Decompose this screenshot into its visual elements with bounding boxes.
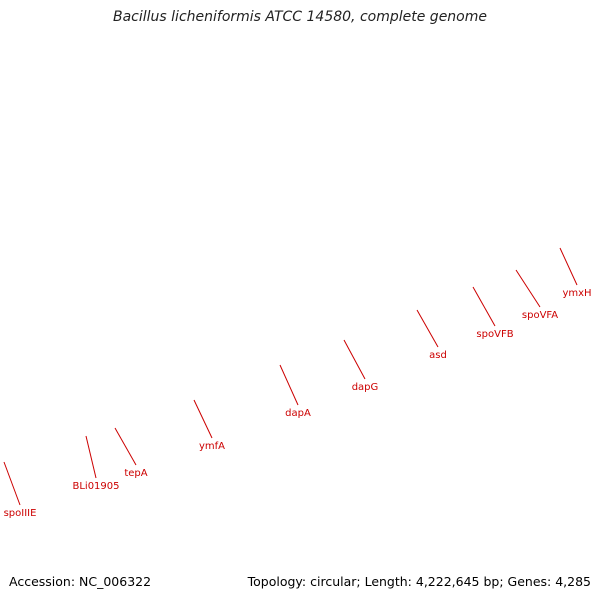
gene-leader-line (343, 339, 366, 380)
gene-label-spoiiie[interactable]: spoIIIE (4, 508, 37, 519)
gene-leader-line (3, 461, 21, 506)
gene-leader-line (114, 427, 137, 466)
gene-label-tepa[interactable]: tepA (124, 468, 147, 479)
gene-leader-line (193, 399, 213, 439)
gene-labels: ymxH spoVFA spoVFB asd dapG dapA ymfA tepA BLi01… (3, 247, 592, 519)
topology-text: Topology: circular; Length: 4,222,645 bp… (247, 574, 591, 589)
gene-label-ymfa[interactable]: ymfA (199, 441, 225, 452)
gene-label-dapa[interactable]: dapA (285, 408, 311, 419)
gene-label-ymxh[interactable]: ymxH (562, 288, 591, 299)
gene-label-dapg[interactable]: dapG (352, 382, 379, 393)
gene-label-spovfa[interactable]: spoVFA (522, 310, 558, 321)
gene-leader-line (416, 309, 439, 348)
gene-label-spovfb[interactable]: spoVFB (476, 329, 513, 340)
gene-leader-line (85, 435, 97, 479)
gene-leader-line (279, 364, 299, 406)
map-title: Bacillus licheniformis ATCC 14580, compl… (113, 9, 487, 25)
gene-label-asd[interactable]: asd (429, 350, 447, 361)
gene-label-bli01905[interactable]: BLi01905 (72, 481, 119, 492)
gene-leader-line (515, 269, 541, 308)
gene-leader-line (472, 286, 496, 327)
accession-text: Accession: NC_006322 (9, 574, 152, 589)
gene-leader-line (559, 247, 578, 286)
